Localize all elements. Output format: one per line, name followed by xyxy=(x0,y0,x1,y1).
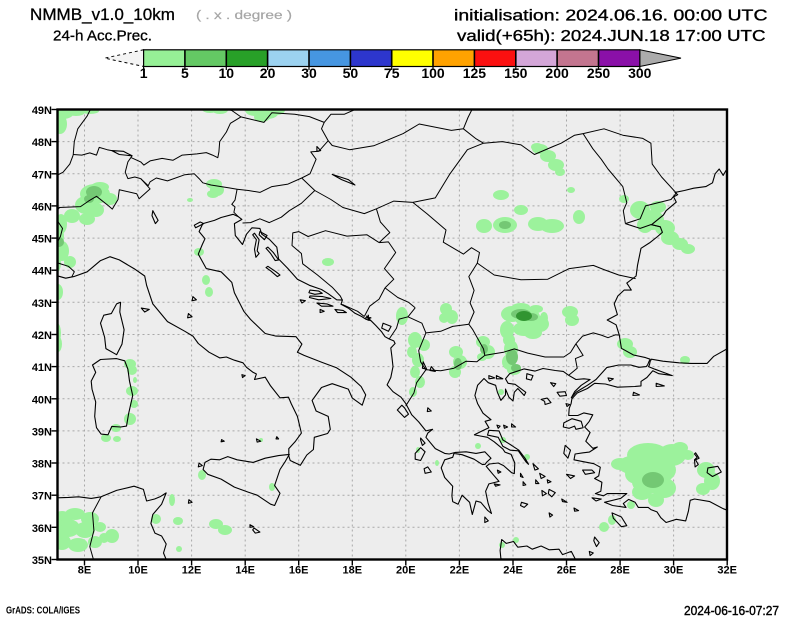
svg-text:30: 30 xyxy=(301,65,317,81)
svg-text:NMMB_v1.0_10km: NMMB_v1.0_10km xyxy=(30,6,175,24)
svg-text:24-h Acc.Prec.: 24-h Acc.Prec. xyxy=(53,28,152,45)
svg-text:24E: 24E xyxy=(503,565,523,577)
svg-text:49N: 49N xyxy=(32,105,52,117)
svg-text:250: 250 xyxy=(587,65,611,81)
svg-text:10: 10 xyxy=(219,65,235,81)
svg-text:5: 5 xyxy=(181,65,189,81)
svg-text:42N: 42N xyxy=(32,330,52,342)
svg-text:initialisation: 2024.06.16. 0: initialisation: 2024.06.16. 00:00 UTC xyxy=(454,8,768,25)
svg-text:28E: 28E xyxy=(610,565,630,577)
svg-text:44N: 44N xyxy=(32,266,52,278)
svg-text:16E: 16E xyxy=(289,565,309,577)
svg-text:300: 300 xyxy=(628,65,652,81)
svg-text:100: 100 xyxy=(421,65,445,81)
svg-text:8E: 8E xyxy=(78,565,91,577)
svg-text:1: 1 xyxy=(140,65,148,81)
svg-text:2024-06-16-07:27: 2024-06-16-07:27 xyxy=(684,604,779,618)
svg-text:20: 20 xyxy=(260,65,276,81)
svg-text:150: 150 xyxy=(504,65,528,81)
svg-text:45N: 45N xyxy=(32,234,52,246)
svg-text:20E: 20E xyxy=(396,565,416,577)
svg-text:39N: 39N xyxy=(32,426,52,438)
svg-text:GrADS: COLA/IGES: GrADS: COLA/IGES xyxy=(6,606,80,617)
svg-text:47N: 47N xyxy=(32,169,52,181)
svg-text:50: 50 xyxy=(343,65,359,81)
svg-text:41N: 41N xyxy=(32,362,52,374)
svg-text:43N: 43N xyxy=(32,298,52,310)
svg-text:35N: 35N xyxy=(32,555,52,567)
svg-text:12E: 12E xyxy=(182,565,202,577)
svg-text:46N: 46N xyxy=(32,201,52,213)
svg-text:37N: 37N xyxy=(32,491,52,503)
svg-text:valid(+65h): 2024.JUN.18 17:00: valid(+65h): 2024.JUN.18 17:00 UTC xyxy=(457,28,766,45)
svg-text:48N: 48N xyxy=(32,137,52,149)
svg-text:40N: 40N xyxy=(32,394,52,406)
svg-text:30E: 30E xyxy=(664,565,684,577)
svg-text:( . x . degree ): ( . x . degree ) xyxy=(196,10,292,22)
svg-text:125: 125 xyxy=(463,65,487,81)
svg-text:22E: 22E xyxy=(450,565,470,577)
svg-text:18E: 18E xyxy=(343,565,363,577)
svg-text:14E: 14E xyxy=(235,565,255,577)
svg-text:32E: 32E xyxy=(717,565,737,577)
svg-text:36N: 36N xyxy=(32,523,52,535)
svg-text:26E: 26E xyxy=(557,565,577,577)
svg-text:38N: 38N xyxy=(32,459,52,471)
svg-text:200: 200 xyxy=(545,65,569,81)
svg-text:75: 75 xyxy=(384,65,400,81)
svg-text:10E: 10E xyxy=(128,565,148,577)
